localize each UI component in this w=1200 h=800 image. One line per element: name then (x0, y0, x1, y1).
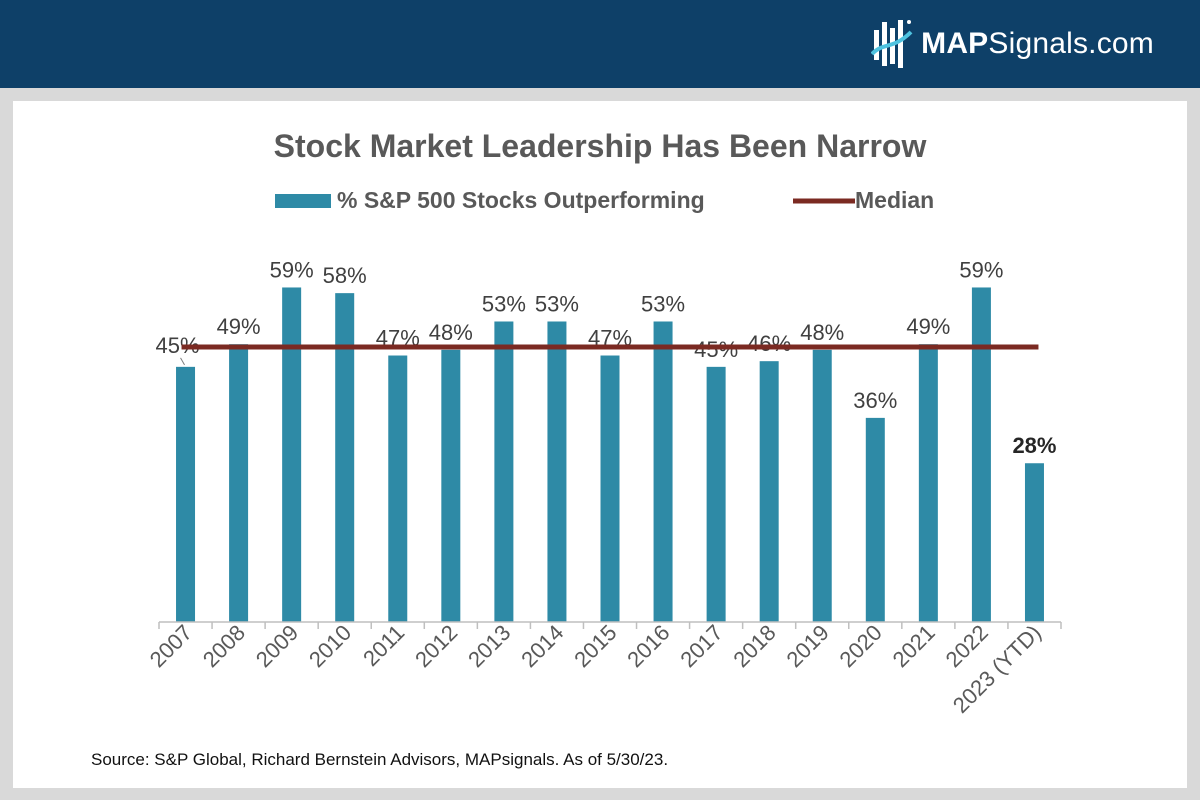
tick-label-2008: 2008 (198, 620, 250, 672)
tick-label-2016: 2016 (622, 620, 674, 672)
data-label-2016: 53% (641, 291, 685, 316)
data-label-2020: 36% (853, 388, 897, 413)
tick-label-2010: 2010 (304, 620, 356, 672)
brand-name-rest: Signals.com (988, 27, 1154, 60)
bar-2022 (971, 287, 991, 622)
data-label-2023 (YTD): 28% (1012, 433, 1056, 458)
bars-layer (176, 287, 1044, 622)
tick-label-2017: 2017 (675, 620, 727, 672)
mapsignals-logo-icon (871, 20, 913, 68)
brand-name: MAPSignals.com (921, 27, 1154, 61)
tick-label-2007: 2007 (145, 620, 197, 672)
chart-card: Stock Market Leadership Has Been Narrow … (13, 101, 1187, 788)
bar-2021 (918, 344, 938, 622)
bar-2019 (812, 349, 832, 622)
bar-2014 (547, 321, 567, 622)
data-label-2019: 48% (800, 320, 844, 345)
tick-label-2012: 2012 (410, 620, 462, 672)
data-label-2009: 59% (270, 257, 314, 282)
legend-label-bars: % S&P 500 Stocks Outperforming (337, 187, 705, 213)
data-label-2010: 58% (323, 263, 367, 288)
leader-line-2007 (180, 357, 185, 366)
bar-2018 (759, 361, 779, 622)
bar-2010 (335, 293, 355, 622)
brand-logo[interactable]: MAPSignals.com (871, 16, 1154, 72)
bar-2017 (706, 366, 726, 622)
tick-label-2013: 2013 (463, 620, 515, 672)
bar-2016 (653, 321, 673, 622)
tick-label-2015: 2015 (569, 620, 621, 672)
legend-swatch-bars (275, 194, 331, 208)
tick-label-2020: 2020 (835, 620, 887, 672)
bar-2007 (176, 366, 196, 622)
tick-label-2011: 2011 (358, 620, 409, 671)
bar-2008 (229, 344, 249, 622)
data-label-2021: 49% (906, 314, 950, 339)
tick-label-2019: 2019 (781, 620, 833, 672)
data-label-2022: 59% (959, 257, 1003, 282)
bar-2009 (282, 287, 302, 622)
bar-2023 (YTD) (1024, 463, 1044, 622)
source-note: Source: S&P Global, Richard Bernstein Ad… (91, 750, 669, 769)
legend-label-median: Median (855, 187, 934, 213)
data-label-2014: 53% (535, 291, 579, 316)
chart-title: Stock Market Leadership Has Been Narrow (274, 128, 927, 164)
data-label-2013: 53% (482, 291, 526, 316)
bar-2012 (441, 349, 461, 622)
tick-label-2018: 2018 (728, 620, 780, 672)
bar-chart: Stock Market Leadership Has Been Narrow … (145, 128, 1062, 718)
bar-2020 (865, 417, 885, 622)
bar-2015 (600, 355, 620, 622)
x-axis: 2007 2008 2009 2010 2011 2012 2013 2014 2015 2016… (145, 620, 1062, 718)
data-label-2012: 48% (429, 320, 473, 345)
data-label-2018: 46% (747, 331, 791, 356)
brand-name-bold: MAP (921, 27, 989, 60)
tick-label-2014: 2014 (516, 620, 568, 672)
bar-2013 (494, 321, 514, 622)
tick-label-2009: 2009 (251, 620, 303, 672)
tick-label-2021: 2021 (888, 620, 940, 672)
data-label-2008: 49% (217, 314, 261, 339)
header-bar: MAPSignals.com (0, 0, 1200, 88)
bar-2011 (388, 355, 408, 622)
